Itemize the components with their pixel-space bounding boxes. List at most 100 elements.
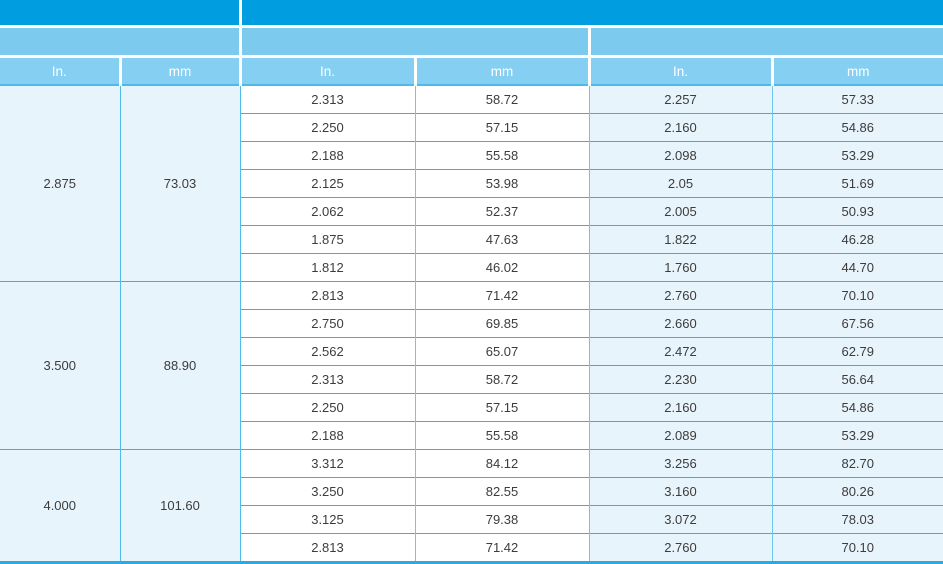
value-cell: 71.42 (415, 533, 590, 563)
value-cell: 46.28 (772, 225, 943, 254)
title-band-row (0, 0, 943, 28)
value-cell: 1.875 (240, 225, 416, 254)
title-band-left-cell (0, 0, 242, 28)
value-cell: 2.813 (240, 533, 416, 563)
value-cell: 58.72 (415, 84, 590, 114)
size-in-cell: 4.000 (0, 449, 121, 563)
unit-header-cell: mm (120, 56, 242, 86)
unit-header-cell: mm (772, 56, 943, 86)
size-in-cell: 2.875 (0, 84, 121, 282)
table-row: 2.188 55.58 2.098 53.29 (0, 141, 943, 170)
group-band-cell (589, 26, 943, 58)
value-cell: 2.472 (589, 337, 773, 366)
value-cell: 80.26 (772, 477, 943, 506)
value-cell: 57.33 (772, 84, 943, 114)
value-cell: 2.230 (589, 365, 773, 394)
unit-header-row: In. mm In. mm In. mm (0, 56, 943, 86)
value-cell: 70.10 (772, 281, 943, 310)
value-cell: 84.12 (415, 449, 590, 478)
value-cell: 2.160 (589, 393, 773, 422)
value-cell: 2.250 (240, 113, 416, 142)
table-row: 3.250 82.55 3.160 80.26 (0, 477, 943, 506)
value-cell: 2.098 (589, 141, 773, 170)
value-cell: 67.56 (772, 309, 943, 338)
value-cell: 2.660 (589, 309, 773, 338)
value-cell: 2.05 (589, 169, 773, 198)
value-cell: 55.58 (415, 421, 590, 450)
value-cell: 70.10 (772, 533, 943, 563)
value-cell: 3.072 (589, 505, 773, 534)
value-cell: 2.160 (589, 113, 773, 142)
value-cell: 71.42 (415, 281, 590, 310)
value-cell: 46.02 (415, 253, 590, 282)
value-cell: 2.125 (240, 169, 416, 198)
value-cell: 3.160 (589, 477, 773, 506)
value-cell: 1.812 (240, 253, 416, 282)
value-cell: 65.07 (415, 337, 590, 366)
value-cell: 2.257 (589, 84, 773, 114)
value-cell: 44.70 (772, 253, 943, 282)
title-band-right-cell (240, 0, 943, 28)
size-mm-cell: 101.60 (120, 449, 241, 563)
value-cell: 3.312 (240, 449, 416, 478)
value-cell: 51.69 (772, 169, 943, 198)
unit-header-cell: mm (415, 56, 591, 86)
value-cell: 2.313 (240, 365, 416, 394)
value-cell: 2.250 (240, 393, 416, 422)
value-cell: 2.750 (240, 309, 416, 338)
value-cell: 79.38 (415, 505, 590, 534)
value-cell: 53.29 (772, 421, 943, 450)
table-row: 2.125 53.98 2.05 51.69 (0, 169, 943, 198)
value-cell: 1.822 (589, 225, 773, 254)
value-cell: 69.85 (415, 309, 590, 338)
value-cell: 1.760 (589, 253, 773, 282)
value-cell: 55.58 (415, 141, 590, 170)
size-mm-cell: 73.03 (120, 84, 241, 282)
value-cell: 2.562 (240, 337, 416, 366)
table-row: 1.875 47.63 1.822 46.28 (0, 225, 943, 254)
value-cell: 52.37 (415, 197, 590, 226)
value-cell: 2.313 (240, 84, 416, 114)
value-cell: 3.256 (589, 449, 773, 478)
value-cell: 2.813 (240, 281, 416, 310)
value-cell: 2.089 (589, 421, 773, 450)
value-cell: 3.250 (240, 477, 416, 506)
group-band-cell (240, 26, 591, 58)
unit-header-cell: In. (240, 56, 417, 86)
value-cell: 82.55 (415, 477, 590, 506)
value-cell: 62.79 (772, 337, 943, 366)
value-cell: 2.760 (589, 533, 773, 563)
value-cell: 3.125 (240, 505, 416, 534)
table-row: 2.313 58.72 2.230 56.64 (0, 365, 943, 394)
table-row: 1.812 46.02 1.760 44.70 (0, 253, 943, 282)
value-cell: 53.29 (772, 141, 943, 170)
table-row: 3.500 88.90 2.813 71.42 2.760 70.10 (0, 281, 943, 450)
unit-header-cell: In. (0, 56, 122, 86)
value-cell: 57.15 (415, 113, 590, 142)
group-band-cell (0, 26, 242, 58)
value-cell: 54.86 (772, 113, 943, 142)
size-in-cell: 3.500 (0, 281, 121, 450)
unit-header-cell: In. (589, 56, 774, 86)
value-cell: 78.03 (772, 505, 943, 534)
table-body: 2.875 73.03 2.313 58.72 2.257 57.33 2.250 57.15… (0, 84, 943, 563)
value-cell: 53.98 (415, 169, 590, 198)
value-cell: 2.760 (589, 281, 773, 310)
group-band-row (0, 26, 943, 58)
table-row: 2.250 57.15 2.160 54.86 (0, 113, 943, 142)
value-cell: 57.15 (415, 393, 590, 422)
table-row: 2.250 57.15 2.160 54.86 (0, 393, 943, 422)
table-row: 2.188 55.58 2.089 53.29 (0, 421, 943, 450)
value-cell: 54.86 (772, 393, 943, 422)
table-row: 2.750 69.85 2.660 67.56 (0, 309, 943, 338)
table-row: 3.125 79.38 3.072 78.03 (0, 505, 943, 534)
value-cell: 56.64 (772, 365, 943, 394)
table-row: 2.813 71.42 2.760 70.10 (0, 533, 943, 563)
table-row: 2.062 52.37 2.005 50.93 (0, 197, 943, 226)
size-mm-cell: 88.90 (120, 281, 241, 450)
value-cell: 47.63 (415, 225, 590, 254)
table-row: 2.875 73.03 2.313 58.72 2.257 57.33 (0, 84, 943, 282)
value-cell: 2.062 (240, 197, 416, 226)
